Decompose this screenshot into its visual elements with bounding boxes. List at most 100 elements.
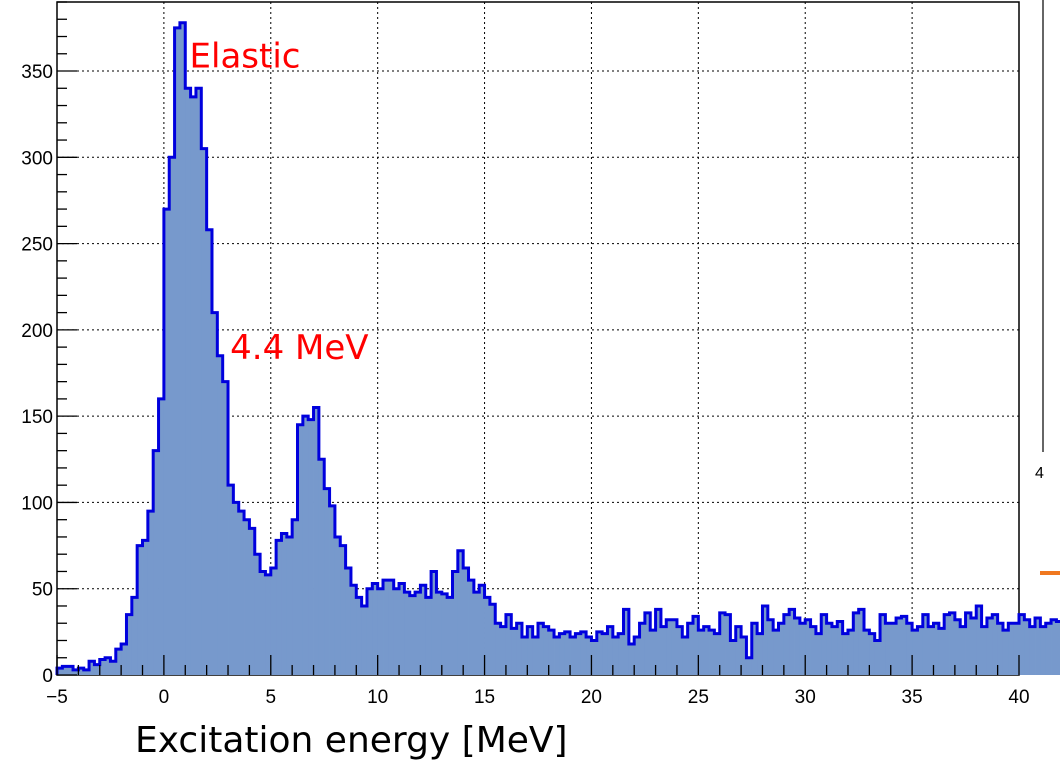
histogram-bar — [773, 630, 779, 675]
histogram-bar — [420, 585, 427, 675]
histogram-bar — [757, 633, 763, 675]
histogram-bar — [591, 640, 598, 675]
histogram-bar — [89, 661, 95, 675]
histogram-bar — [110, 661, 117, 675]
histogram-bar — [377, 588, 384, 675]
histogram-bar — [73, 669, 79, 675]
histogram-bar — [495, 623, 501, 675]
histogram-bar — [126, 614, 133, 675]
histogram-bar — [431, 571, 437, 675]
y-tick-label: 100 — [21, 493, 53, 514]
histogram-bar — [270, 568, 277, 675]
x-tick-label: 30 — [795, 687, 816, 708]
histogram-bar — [853, 612, 860, 675]
histogram-bar — [922, 614, 929, 675]
histogram-bar — [938, 628, 945, 675]
side-fragment: 4 — [1035, 0, 1060, 575]
histogram-bar — [986, 618, 993, 675]
histogram-bar — [447, 597, 453, 675]
histogram-bar — [602, 633, 608, 675]
histogram-bar — [725, 614, 731, 675]
histogram-bar — [976, 605, 982, 675]
histogram-bar — [580, 631, 587, 675]
histogram-bar — [575, 633, 582, 675]
histogram-bar — [671, 619, 678, 675]
x-tick-label: 25 — [688, 687, 709, 708]
histogram-bar — [650, 630, 656, 675]
histogram-bar — [703, 626, 710, 675]
histogram-bar — [730, 640, 737, 675]
histogram-bar — [864, 630, 870, 675]
histogram-bar — [1002, 630, 1009, 675]
histogram-bar — [890, 623, 897, 675]
histogram-bar — [847, 630, 854, 675]
histogram-bar — [933, 623, 940, 675]
histogram-bar — [206, 229, 213, 676]
histogram-bar — [634, 637, 640, 675]
histogram-bar — [944, 614, 950, 675]
histogram-bar — [436, 592, 443, 675]
x-tick-label: 0 — [159, 687, 170, 708]
histogram-bar — [324, 488, 330, 675]
histogram-bar — [334, 536, 341, 675]
histogram-bar — [281, 533, 288, 675]
histogram-bar — [970, 618, 977, 675]
histogram-bar — [623, 609, 630, 675]
x-tick-label: 40 — [1008, 687, 1029, 708]
histogram-bar — [612, 637, 619, 675]
histogram-bar — [238, 511, 245, 675]
histogram-bar — [83, 669, 90, 675]
histogram-bar — [906, 623, 913, 675]
x-tick-label: −5 — [46, 687, 68, 708]
histogram-bar — [1045, 623, 1052, 675]
histogram-bar — [452, 571, 459, 675]
histogram-bar — [174, 27, 181, 675]
histogram-bar — [810, 626, 817, 675]
histogram-bar — [767, 619, 774, 675]
histogram-bar — [222, 381, 229, 675]
histogram-bar — [233, 502, 240, 675]
histogram-bar — [57, 668, 63, 675]
histogram-bar — [313, 407, 320, 675]
histogram-bar — [393, 588, 400, 675]
histogram-bar — [441, 593, 448, 675]
histogram-bar — [543, 626, 550, 675]
histogram-bar — [1013, 623, 1020, 675]
x-axis-label: Excitation energy [MeV] — [135, 720, 568, 760]
histogram-bar — [137, 545, 143, 675]
histogram-bar — [115, 649, 122, 675]
histogram-bar — [928, 626, 934, 675]
histogram-bar — [511, 628, 518, 675]
histogram-bar — [698, 630, 705, 675]
histogram-bar — [356, 597, 363, 675]
histogram-bar — [457, 550, 464, 675]
histogram-bar — [1051, 619, 1057, 675]
histogram-bar — [318, 459, 325, 675]
histogram-bar — [692, 616, 699, 675]
side-fragment-text: 4 — [1035, 465, 1044, 482]
histogram-bar — [778, 623, 785, 675]
histogram-bar — [350, 585, 357, 675]
annotation-label: 4.4 MeV — [230, 328, 368, 368]
histogram-bar — [586, 637, 592, 675]
y-tick-label: 0 — [42, 666, 53, 687]
side-accent-mark — [1040, 571, 1060, 575]
histogram-bar — [425, 597, 432, 675]
histogram-bar — [554, 637, 560, 675]
histogram-bar — [105, 657, 111, 675]
histogram-bar — [799, 623, 806, 675]
histogram-bar — [815, 633, 822, 675]
histogram-bar — [954, 619, 961, 675]
y-tick-label: 150 — [21, 407, 53, 428]
histogram-bar — [201, 148, 208, 675]
histogram-bar — [217, 355, 224, 675]
histogram-bar — [896, 618, 902, 675]
histogram-bar — [1029, 626, 1036, 675]
histogram-bar — [185, 88, 192, 676]
x-tick-label: 15 — [474, 687, 495, 708]
histogram-bar — [559, 633, 566, 675]
histogram-bar — [676, 626, 683, 675]
histogram-bar — [228, 485, 234, 675]
histogram-bar — [399, 583, 405, 675]
